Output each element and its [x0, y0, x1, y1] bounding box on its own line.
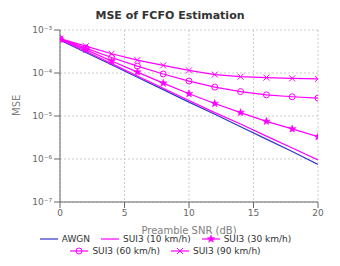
html-text:AWGN: AWGN: [61, 234, 90, 244]
html-text:MSE of FCFO Estimation: MSE of FCFO Estimation: [95, 9, 245, 22]
svg-text:0: 0: [57, 208, 63, 218]
svg-text:10⁻³: 10⁻³: [32, 25, 52, 35]
svg-text:15: 15: [248, 208, 259, 218]
html-text:SUI3 (30 km/h): SUI3 (30 km/h): [223, 234, 292, 244]
html-text:SUI3 (90 km/h): SUI3 (90 km/h): [193, 246, 261, 256]
svg-text:10: 10: [183, 208, 195, 218]
svg-text:10⁻⁵: 10⁻⁵: [32, 111, 52, 121]
svg-text:10⁻⁴: 10⁻⁴: [32, 68, 52, 78]
svg-text:Preamble SNR (dB): Preamble SNR (dB): [141, 225, 236, 236]
svg-text:5: 5: [122, 208, 128, 218]
svg-text:10⁻⁶: 10⁻⁶: [32, 154, 52, 164]
svg-text:MSE: MSE: [11, 95, 22, 116]
svg-text:20: 20: [312, 208, 324, 218]
svg-text:10⁻⁷: 10⁻⁷: [32, 197, 52, 207]
html-text:SUI3 (60 km/h): SUI3 (60 km/h): [92, 246, 160, 256]
html-text:SUI3 (10 km/h): SUI3 (10 km/h): [123, 234, 191, 244]
